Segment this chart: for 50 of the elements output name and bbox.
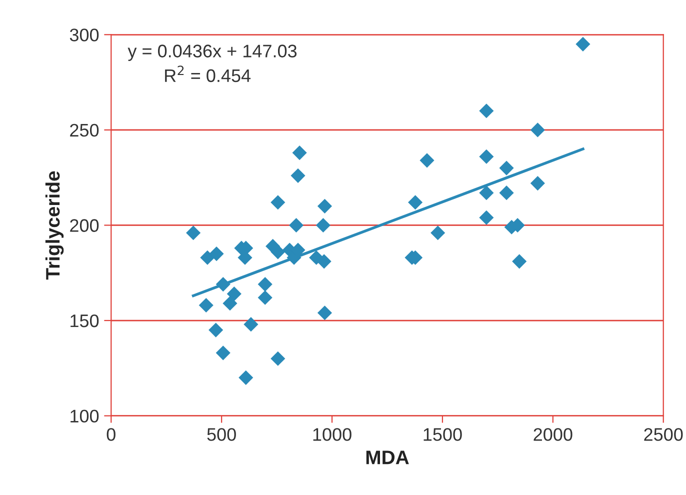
- point: [198, 298, 214, 313]
- y-tick-label: 200: [70, 219, 99, 232]
- x-tick-label: 500: [207, 428, 236, 441]
- point: [317, 306, 332, 320]
- point: [270, 244, 286, 260]
- point: [499, 160, 514, 176]
- point: [292, 146, 307, 160]
- point: [530, 122, 545, 138]
- point: [316, 254, 332, 269]
- point: [238, 370, 254, 385]
- y-axis-title: Triglyceride: [45, 171, 64, 280]
- point: [420, 153, 434, 168]
- y-tick-label: 100: [70, 410, 99, 423]
- point: [499, 186, 514, 200]
- point: [316, 218, 330, 233]
- x-tick-label: 1500: [424, 428, 462, 441]
- point: [576, 36, 590, 52]
- point: [244, 317, 258, 332]
- point: [270, 195, 286, 210]
- point: [209, 246, 224, 262]
- point: [317, 198, 332, 214]
- point: [430, 226, 446, 240]
- point: [258, 290, 272, 305]
- annotation: R$^{2}$ = 0.454: [165, 66, 251, 82]
- point: [290, 168, 306, 183]
- point: [216, 277, 230, 292]
- point: [208, 322, 224, 338]
- x-tick-label: 0: [106, 428, 116, 441]
- point: [270, 351, 286, 366]
- point: [288, 218, 304, 233]
- point: [530, 176, 545, 191]
- point: [479, 149, 494, 164]
- y-tick-label: 300: [70, 28, 99, 42]
- point: [222, 296, 238, 311]
- x-tick-label: 1000: [313, 428, 352, 441]
- point: [226, 286, 242, 302]
- point: [186, 226, 201, 240]
- point: [408, 195, 423, 210]
- point: [479, 210, 494, 225]
- x-tick-label: 2000: [534, 428, 572, 441]
- point: [479, 186, 494, 200]
- x-tick-label: 2500: [644, 428, 683, 441]
- y-tick-label: 250: [70, 124, 99, 137]
- point: [258, 277, 272, 292]
- point: [216, 346, 230, 360]
- annotation: y = 0.0436x + 147.03: [128, 44, 297, 62]
- point: [512, 254, 527, 269]
- y-tick-label: 150: [70, 314, 99, 328]
- x-axis-title: MDA: [366, 450, 409, 464]
- point: [479, 104, 494, 118]
